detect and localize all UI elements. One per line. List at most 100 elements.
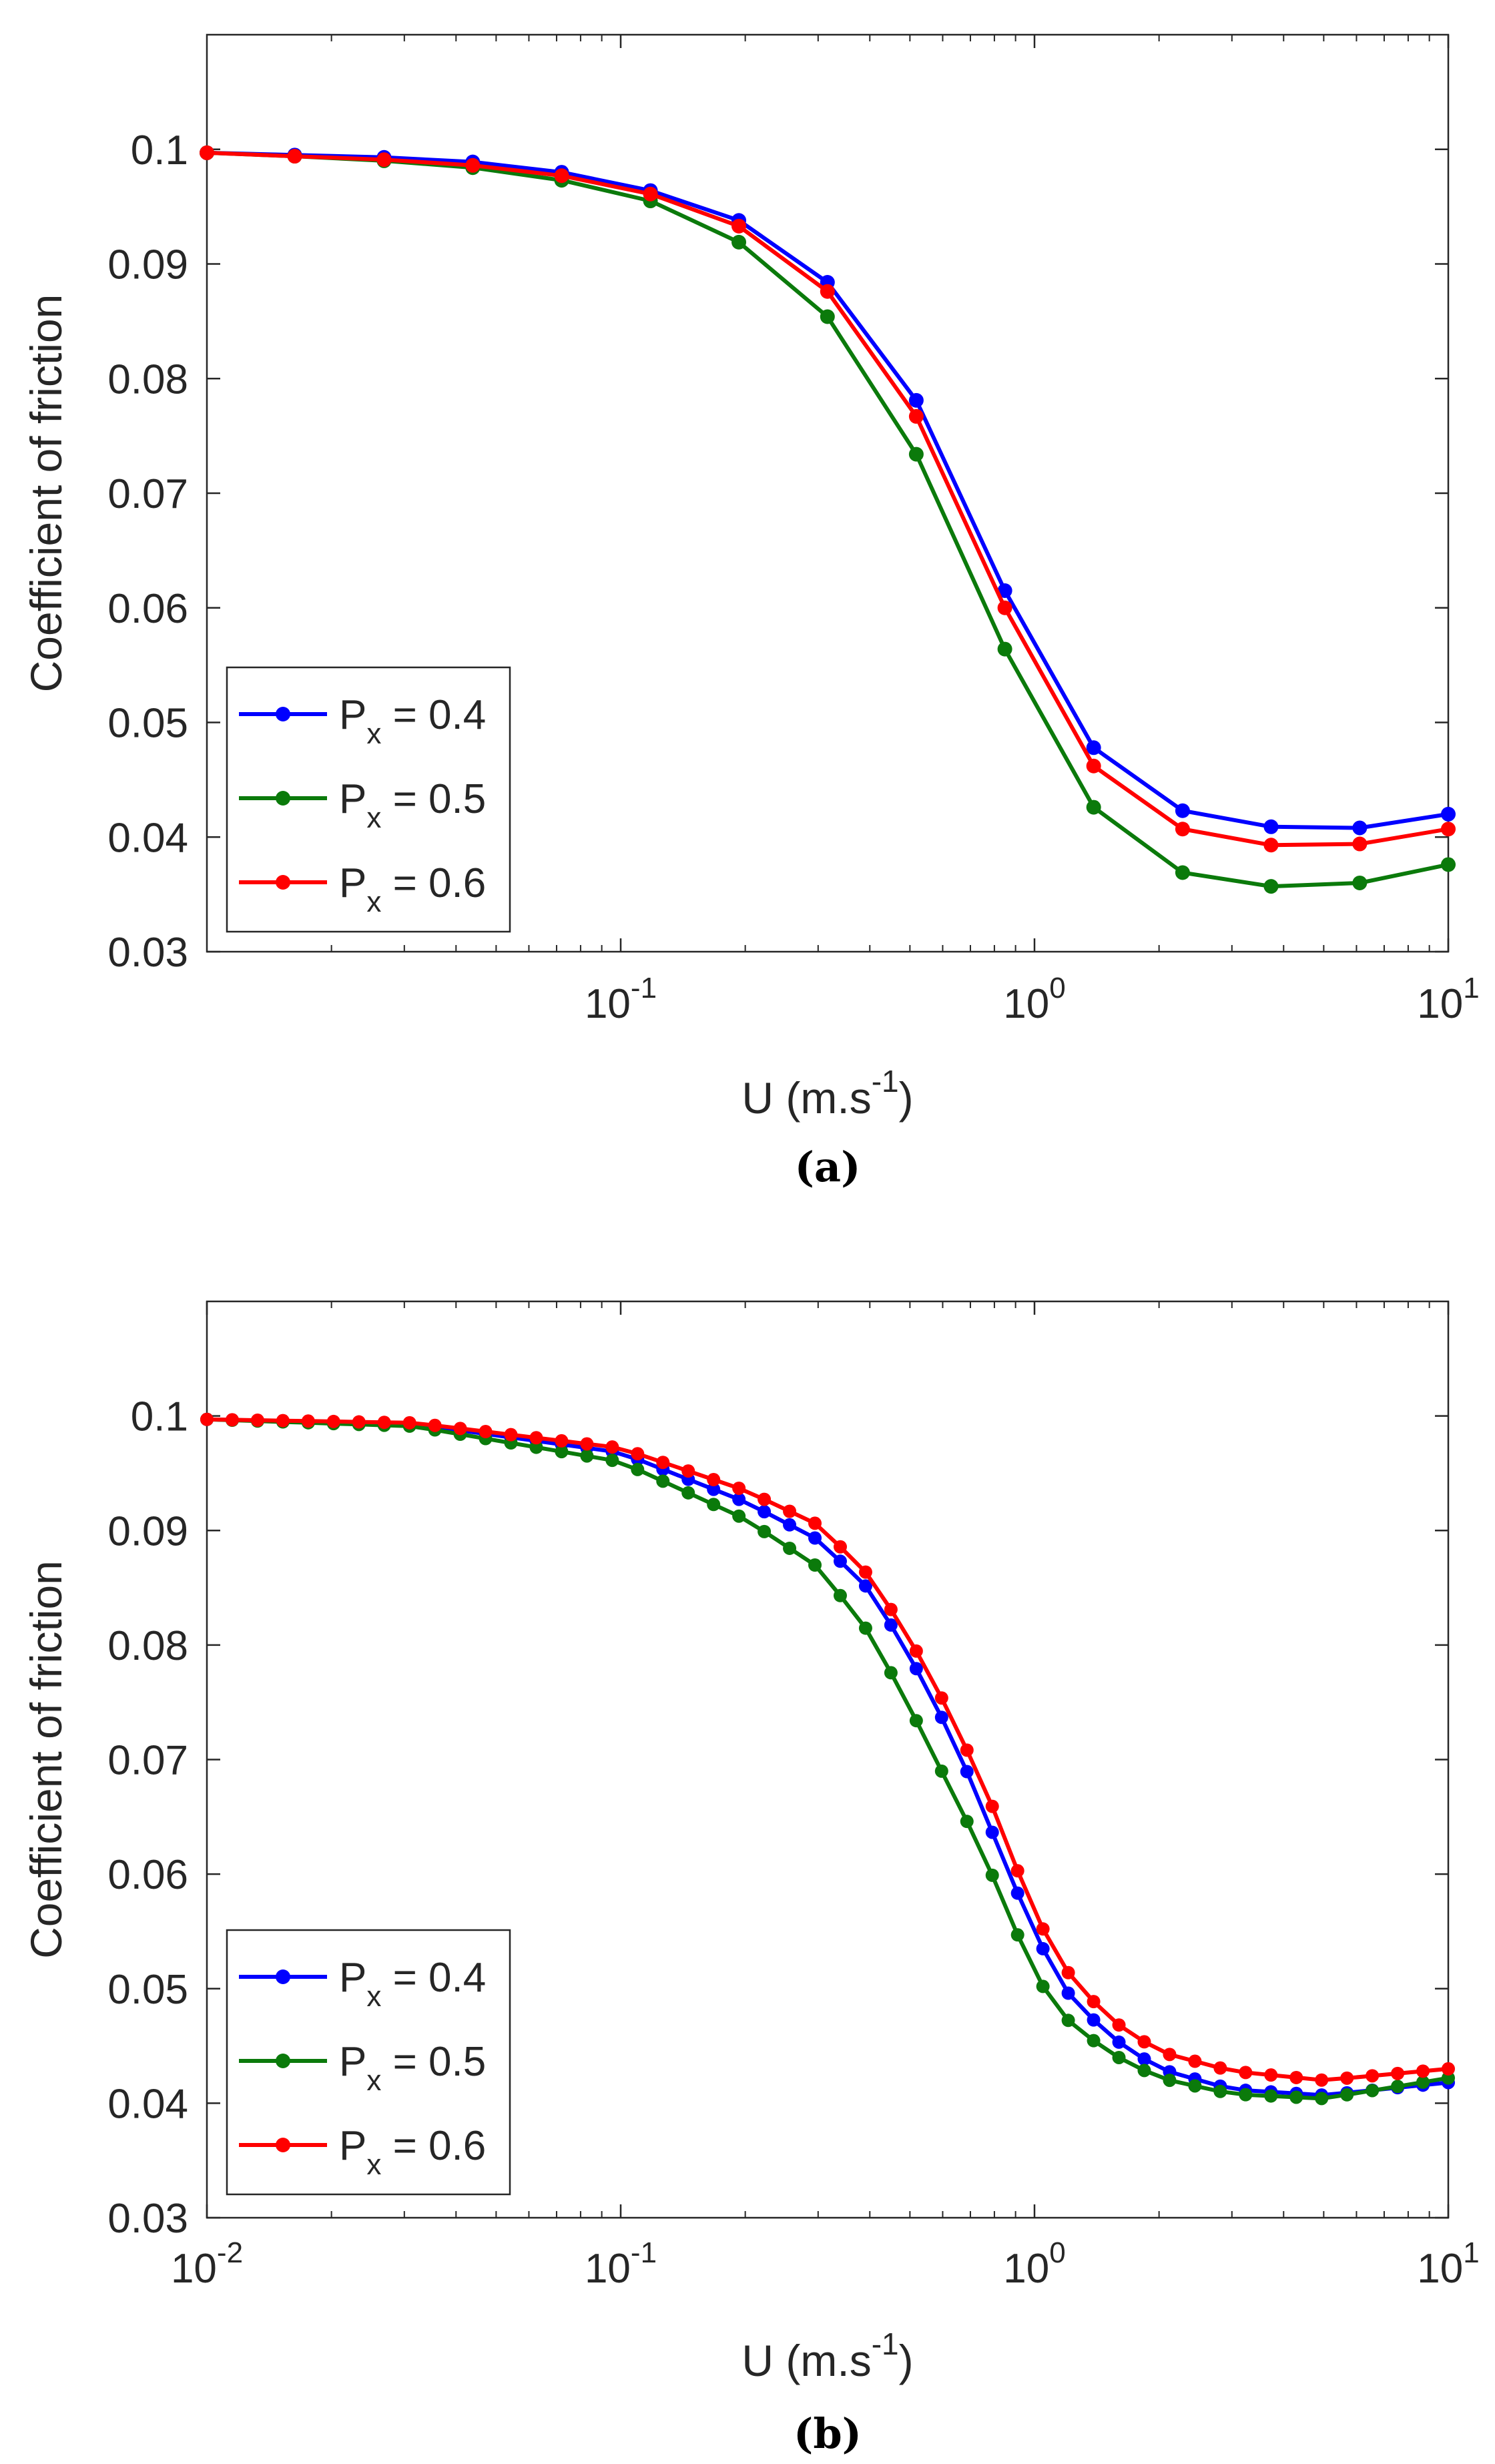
data-point: [453, 1422, 467, 1436]
data-point: [858, 1565, 872, 1579]
data-point: [554, 168, 569, 184]
data-point: [1087, 2034, 1101, 2048]
legend-symbol: P: [339, 2123, 366, 2169]
data-point: [1263, 819, 1279, 834]
legend: Px = 0.4 Px = 0.5 Px = 0.6: [226, 1929, 511, 2196]
data-point: [960, 1743, 974, 1757]
y-tick-label: 0.08: [107, 1623, 188, 1669]
legend-subscript: x: [366, 802, 381, 834]
legend-label: Px = 0.5: [339, 776, 486, 834]
legend-symbol: P: [339, 692, 366, 738]
legend-entry-0.6: Px = 0.6: [239, 2123, 486, 2181]
data-point: [1163, 2048, 1177, 2062]
data-point: [301, 1414, 315, 1428]
data-point: [909, 1662, 923, 1676]
x-tick-label: 10-2: [171, 2236, 243, 2292]
data-point: [1137, 2035, 1151, 2049]
y-tick-label: 0.07: [107, 471, 188, 517]
x-tick-label: 100: [1003, 2236, 1065, 2292]
y-tick-label: 0.03: [107, 930, 188, 976]
data-point: [985, 1825, 999, 1839]
data-point: [276, 1414, 290, 1428]
data-point: [529, 1431, 543, 1445]
data-point: [1087, 1995, 1101, 2009]
data-point: [631, 1462, 645, 1476]
data-point: [580, 1449, 594, 1463]
data-point: [732, 1492, 746, 1506]
legend-subscript: x: [366, 717, 381, 750]
data-point: [1289, 2070, 1303, 2084]
legend-entry-0.5: Px = 0.5: [239, 776, 486, 834]
data-point: [783, 1541, 797, 1555]
x-tick-exponent: 1: [1463, 972, 1479, 1004]
legend-symbol: P: [339, 1955, 366, 2001]
legend-label: Px = 0.5: [339, 2039, 486, 2097]
y-tick-label: 0.05: [107, 1967, 188, 2013]
legend-symbol: P: [339, 2039, 366, 2085]
data-point: [377, 1416, 391, 1430]
data-point: [504, 1428, 518, 1442]
legend-subscript: x: [366, 886, 381, 918]
x-axis-label: U (m.s-1): [741, 2327, 913, 2385]
data-point: [934, 1764, 948, 1778]
axes-box: [206, 1300, 1450, 2219]
data-point: [1352, 836, 1368, 852]
legend-value: = 0.4: [381, 692, 486, 738]
data-point: [1315, 2092, 1329, 2106]
y-tick-label: 0.06: [107, 586, 188, 632]
data-point: [1086, 758, 1101, 774]
data-point: [1340, 2088, 1354, 2102]
data-point: [1112, 2018, 1126, 2032]
data-point: [631, 1447, 645, 1461]
data-point: [858, 1579, 872, 1593]
y-axis-label: Coefficient of friction: [21, 294, 71, 693]
data-point: [529, 1440, 543, 1454]
data-point: [808, 1558, 822, 1572]
data-point: [758, 1524, 772, 1538]
panel-caption: (b): [794, 2409, 862, 2458]
x-tick-label: 100: [1003, 972, 1065, 1027]
data-point: [960, 1815, 974, 1829]
data-point: [820, 284, 835, 299]
legend-value: = 0.5: [381, 776, 486, 822]
data-point: [707, 1473, 721, 1487]
x-tick-exponent: -2: [217, 2236, 243, 2269]
axes-box: [206, 33, 1450, 953]
data-point: [656, 1456, 670, 1470]
data-point: [1289, 2090, 1303, 2104]
legend-entry-0.4: Px = 0.4: [239, 1955, 486, 2013]
data-point: [908, 408, 924, 424]
data-point: [833, 1588, 847, 1602]
data-point: [1112, 2050, 1126, 2064]
data-point: [479, 1425, 493, 1439]
data-point: [1010, 1886, 1024, 1900]
data-point: [555, 1434, 569, 1448]
data-point: [1442, 2071, 1455, 2085]
data-point: [1010, 1864, 1024, 1878]
legend-entry-0.5: Px = 0.5: [239, 2039, 486, 2097]
data-point: [884, 1602, 898, 1616]
data-point: [402, 1416, 416, 1430]
legend-value: = 0.5: [381, 2039, 486, 2085]
data-point: [731, 234, 747, 250]
data-point: [833, 1540, 847, 1554]
data-point: [1264, 2089, 1278, 2103]
x-axis-label-end: ): [899, 1073, 914, 1123]
data-point: [960, 1765, 974, 1779]
x-tick-base: 10: [1003, 2246, 1049, 2292]
series-px-0.6: [200, 1412, 1455, 2087]
x-axis-label-end: ): [899, 2336, 914, 2385]
data-point: [1010, 1928, 1024, 1942]
data-point: [225, 1413, 239, 1427]
minor-x-ticks: [330, 35, 1430, 952]
data-point: [909, 1644, 923, 1658]
x-tick-label: 10-1: [585, 972, 657, 1027]
data-point: [908, 392, 924, 408]
data-point: [985, 1868, 999, 1882]
legend-entry-0.4: Px = 0.4: [239, 692, 486, 750]
y-axis-label: Coefficient of friction: [21, 1560, 71, 1959]
data-point: [1315, 2073, 1329, 2087]
data-point: [1263, 838, 1279, 853]
data-point: [250, 1414, 264, 1428]
data-point: [1188, 2079, 1202, 2093]
